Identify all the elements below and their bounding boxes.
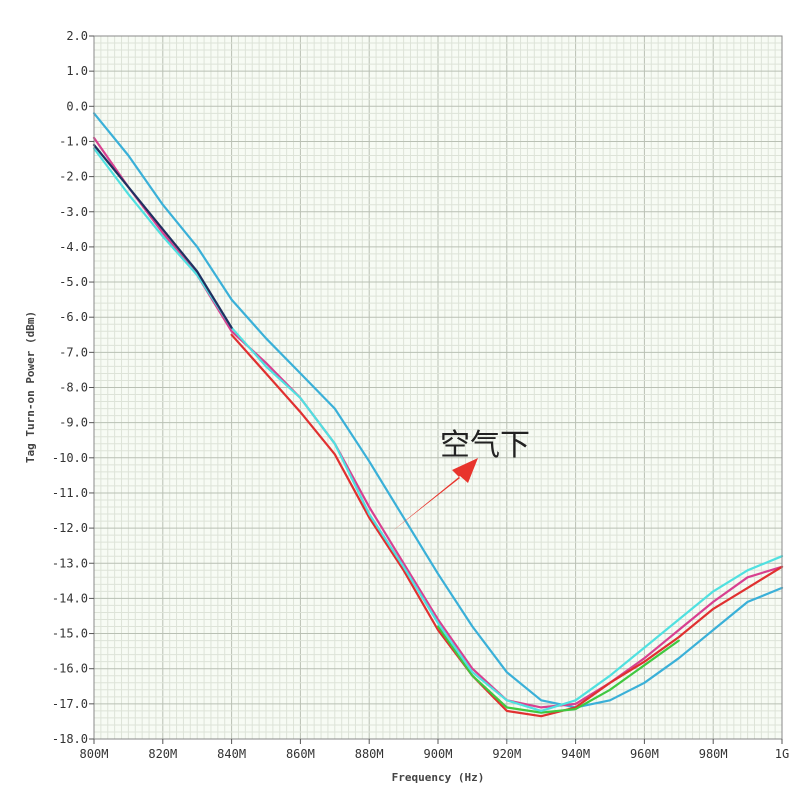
x-tick-label: 880M [355, 747, 384, 761]
series-line-5 [92, 147, 784, 713]
x-axis: 800M 820M 840M 860M 880M 900M 920M 940M 960M 980M… [80, 739, 789, 761]
y-axis-label: Tag Turn-on Power (dBm) [24, 311, 37, 463]
series-line-3 [230, 333, 784, 718]
x-tick-label: 960M [630, 747, 659, 761]
y-tick-label: 1.0 [66, 64, 88, 78]
y-tick-label: -2.0 [59, 170, 88, 184]
x-axis-label: Frequency (Hz) [392, 771, 485, 784]
y-tick-label: -6.0 [59, 310, 88, 324]
y-tick-label: -10.0 [52, 451, 88, 465]
y-tick-label: -17.0 [52, 697, 88, 711]
annotation-arrow [390, 458, 478, 533]
series-line-4 [436, 625, 680, 714]
y-tick-label: -14.0 [52, 591, 88, 605]
x-tick-label: 920M [492, 747, 521, 761]
y-tick-label: -1.0 [59, 134, 88, 148]
y-axis: 2.0 1.0 0.0 -1.0 -2.0 -3.0 -4.0 -5.0 -6.0 -7.0 -8.… [52, 29, 94, 746]
y-tick-label: -12.0 [52, 521, 88, 535]
y-tick-label: -8.0 [59, 381, 88, 395]
y-tick-label: -7.0 [59, 345, 88, 359]
y-tick-label: -15.0 [52, 627, 88, 641]
series-line-1 [92, 112, 784, 709]
y-tick-label: -5.0 [59, 275, 88, 289]
x-tick-label: 940M [561, 747, 590, 761]
y-tick-label: -18.0 [52, 732, 88, 746]
x-tick-label: 800M [80, 747, 109, 761]
y-tick-label: 2.0 [66, 29, 88, 43]
x-tick-label: 980M [699, 747, 728, 761]
y-tick-label: -16.0 [52, 662, 88, 676]
x-tick-label: 820M [148, 747, 177, 761]
annotation: 空气下 [390, 428, 530, 533]
x-tick-label: 900M [424, 747, 453, 761]
series-line-6 [92, 143, 233, 329]
y-tick-label: -11.0 [52, 486, 88, 500]
annotation-label: 空气下 [440, 428, 530, 463]
y-tick-label: -9.0 [59, 416, 88, 430]
x-tick-label: 860M [286, 747, 315, 761]
x-tick-label: 1G [775, 747, 789, 761]
y-tick-label: -3.0 [59, 205, 88, 219]
series-group [92, 112, 784, 718]
x-tick-label: 840M [217, 747, 246, 761]
y-tick-label: 0.0 [66, 99, 88, 113]
grid [93, 35, 783, 740]
y-tick-label: -4.0 [59, 240, 88, 254]
y-tick-label: -13.0 [52, 556, 88, 570]
